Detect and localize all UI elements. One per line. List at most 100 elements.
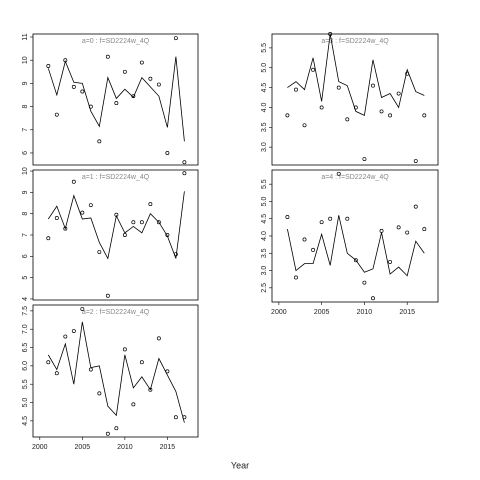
observed-point — [396, 225, 401, 230]
y-tick-label: 3.5 — [261, 248, 268, 258]
observed-point — [328, 32, 333, 36]
observed-point — [294, 275, 298, 280]
observed-point — [319, 105, 324, 110]
observed-point — [345, 117, 350, 122]
observed-point — [405, 71, 410, 76]
observed-point — [80, 89, 85, 94]
observed-point — [388, 259, 393, 264]
y-tick-label: 5.0 — [261, 196, 268, 206]
observed-point — [131, 402, 136, 407]
observed-point — [139, 360, 144, 365]
observed-point — [54, 216, 59, 220]
x-axis-label: Year — [231, 460, 249, 470]
x-tick-label: 2015 — [160, 444, 176, 451]
observed-point — [173, 415, 178, 420]
observed-point — [122, 347, 127, 352]
y-tick-label: 7.0 — [22, 324, 29, 334]
observed-point — [413, 159, 418, 163]
observed-point — [294, 87, 298, 92]
observed-point — [71, 179, 76, 184]
observed-point — [114, 426, 119, 431]
observed-point — [362, 280, 367, 285]
y-tick-label: 7 — [22, 128, 29, 132]
observed-point — [319, 220, 324, 225]
observed-point — [105, 431, 110, 436]
observed-point — [302, 237, 307, 242]
observed-point — [71, 329, 76, 333]
observed-point — [63, 226, 68, 231]
y-tick-label: 4.5 — [261, 83, 268, 93]
y-tick-label: 4 — [22, 297, 29, 301]
observed-point — [156, 82, 161, 87]
observed-point — [311, 67, 316, 72]
observed-point — [63, 334, 68, 339]
observed-point — [80, 210, 85, 215]
observed-point — [422, 227, 427, 232]
y-tick-label: 3.5 — [261, 122, 268, 132]
observed-point — [148, 76, 153, 81]
x-tick-label: 2005 — [314, 309, 330, 316]
fit-line — [287, 33, 425, 116]
panel-title: a=4 : f=SD2224w_4Q — [321, 174, 389, 181]
y-tick-label: 11 — [22, 33, 29, 40]
observed-point — [46, 360, 51, 365]
observed-point — [371, 83, 375, 88]
observed-point — [148, 387, 153, 392]
observed-point — [88, 104, 93, 109]
plot-frame — [32, 33, 199, 166]
observed-point — [336, 171, 341, 176]
observed-point — [379, 109, 384, 114]
observed-point — [122, 69, 127, 74]
observed-point — [131, 94, 136, 99]
y-tick-label: 2.5 — [261, 283, 268, 293]
observed-point — [97, 250, 102, 254]
x-tick-label: 2000 — [32, 444, 48, 451]
observed-point — [114, 212, 119, 217]
observed-point — [148, 202, 153, 207]
observed-point — [88, 203, 93, 208]
x-tick-label: 2010 — [117, 444, 133, 451]
y-tick-label: 5.5 — [22, 379, 29, 389]
observed-point — [379, 228, 384, 233]
y-tick-label: 4.5 — [22, 416, 29, 426]
observed-point — [396, 91, 401, 96]
y-tick-label: 7.5 — [22, 306, 29, 316]
y-tick-label: 4.5 — [261, 214, 268, 224]
x-tick-label: 2005 — [75, 444, 91, 451]
y-tick-label: 3.0 — [261, 142, 268, 152]
observed-point — [311, 247, 316, 252]
observed-point — [139, 60, 144, 65]
observed-point — [105, 54, 110, 59]
observed-point — [371, 296, 375, 301]
observed-point — [71, 84, 76, 89]
y-tick-label: 5.0 — [261, 63, 268, 73]
observed-point — [422, 113, 427, 118]
observed-point — [80, 307, 85, 311]
observed-point — [328, 216, 333, 221]
observed-point — [131, 220, 136, 225]
observed-point — [173, 36, 178, 41]
fit-line — [287, 215, 425, 277]
observed-point — [114, 101, 119, 106]
observed-point — [97, 139, 102, 144]
y-tick-label: 5.0 — [22, 398, 29, 408]
x-tick-label: 2010 — [357, 309, 373, 316]
observed-point — [165, 150, 170, 155]
y-tick-label: 3.0 — [261, 266, 268, 276]
panel-title: a=3 : f=SD2224w_4Q — [321, 38, 389, 45]
y-tick-label: 9 — [22, 81, 29, 85]
observed-point — [285, 215, 290, 219]
observed-point — [156, 220, 161, 225]
observed-point — [285, 113, 290, 118]
y-tick-label: 5.5 — [261, 43, 268, 53]
observed-point — [388, 113, 393, 118]
fit-line — [47, 56, 185, 142]
panel-title: a=2 : f=SD2224w_4Q — [82, 309, 150, 316]
observed-point — [353, 258, 358, 263]
y-tick-label: 6 — [22, 151, 29, 155]
observed-point — [97, 391, 102, 396]
observed-point — [173, 252, 178, 257]
y-tick-label: 6.5 — [22, 343, 29, 353]
x-tick-label: 2015 — [399, 309, 415, 316]
